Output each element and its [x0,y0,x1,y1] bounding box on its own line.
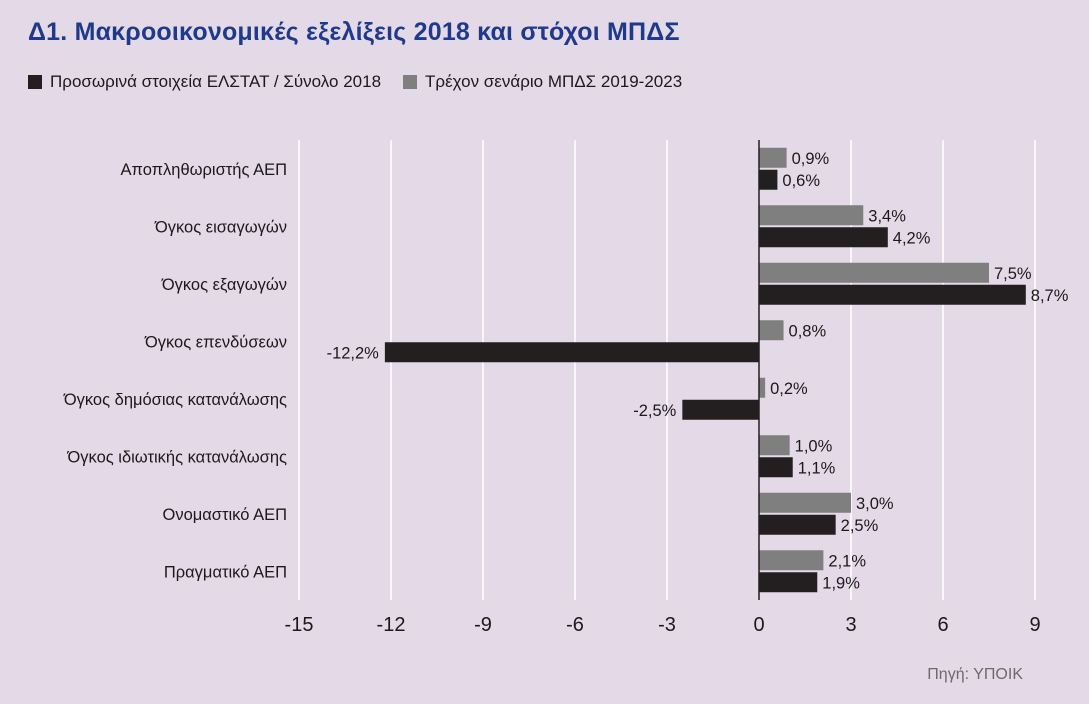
data-label-0-6: 3,0% [856,495,894,513]
category-label-6: Ονομαστικό ΑΕΠ [163,506,288,524]
bar-1-5 [759,457,793,478]
x-tick-label-5: 0 [753,614,764,636]
bar-0-1 [759,205,864,226]
data-label-0-5: 1,0% [795,437,833,455]
data-label-0-0: 0,9% [792,150,830,168]
bar-0-2 [759,262,989,283]
data-label-1-4: -2,5% [633,402,676,420]
legend-label-2018: Προσωρινά στοιχεία ΕΛΣΤΑΤ / Σύνολο 2018 [50,72,382,91]
data-label-1-1: 4,2% [893,229,931,247]
category-label-1: Όγκος εισαγωγών [154,218,287,236]
legend-item-2018: Προσωρινά στοιχεία ΕΛΣΤΑΤ / Σύνολο 2018 [28,72,381,92]
category-label-7: Πραγματικό ΑΕΠ [164,563,287,581]
legend-swatch-plan [403,75,418,89]
category-label-4: Όγκος δημόσιας κατανάλωσης [63,391,287,409]
legend: Προσωρινά στοιχεία ΕΛΣΤΑΤ / Σύνολο 2018 … [28,72,704,92]
chart-title: Δ1. Μακροοικονομικές εξελίξεις 2018 και … [28,18,680,46]
x-tick-label-7: 6 [937,614,948,636]
bar-0-7 [759,550,824,571]
x-tick-label-4: -3 [658,614,676,636]
category-label-0: Αποπληθωριστής ΑΕΠ [121,161,287,179]
data-label-0-4: 0,2% [770,380,808,398]
x-tick-label-3: -6 [566,614,584,636]
legend-swatch-2018 [28,75,42,89]
source-note: Πηγή: ΥΠΟΙΚ [927,666,1023,683]
bar-0-3 [759,320,784,341]
x-tick-label-2: -9 [474,614,492,636]
bar-1-4 [682,399,759,420]
legend-label-plan: Τρέχον σενάριο ΜΠΔΣ 2019-2023 [425,72,683,91]
data-label-0-7: 2,1% [828,552,866,570]
data-label-1-2: 8,7% [1031,287,1069,305]
category-label-5: Όγκος ιδιωτικής κατανάλωσης [67,448,288,466]
data-label-1-7: 1,9% [822,574,860,592]
bar-1-0 [759,169,778,190]
bar-0-4 [759,377,766,398]
bar-1-6 [759,514,836,535]
legend-item-plan: Τρέχον σενάριο ΜΠΔΣ 2019-2023 [403,72,682,92]
bar-1-3 [384,342,759,363]
data-label-1-0: 0,6% [782,172,820,190]
category-label-2: Όγκος εξαγωγών [161,276,287,294]
category-label-3: Όγκος επενδύσεων [144,333,287,351]
bar-1-1 [759,227,888,248]
data-label-0-1: 3,4% [868,207,906,225]
bar-1-7 [759,572,818,593]
x-tick-label-8: 9 [1029,614,1040,636]
bar-0-5 [759,435,790,456]
data-label-1-6: 2,5% [841,517,879,535]
data-label-0-2: 7,5% [994,265,1032,283]
data-label-1-3: -12,2% [327,344,380,362]
bar-0-0 [759,147,787,168]
bar-0-6 [759,492,851,513]
bar-1-2 [759,284,1026,305]
data-label-1-5: 1,1% [798,459,836,477]
x-tick-label-1: -12 [377,614,406,636]
x-tick-label-6: 3 [845,614,856,636]
x-tick-label-0: -15 [285,614,314,636]
data-label-0-3: 0,8% [789,322,827,340]
